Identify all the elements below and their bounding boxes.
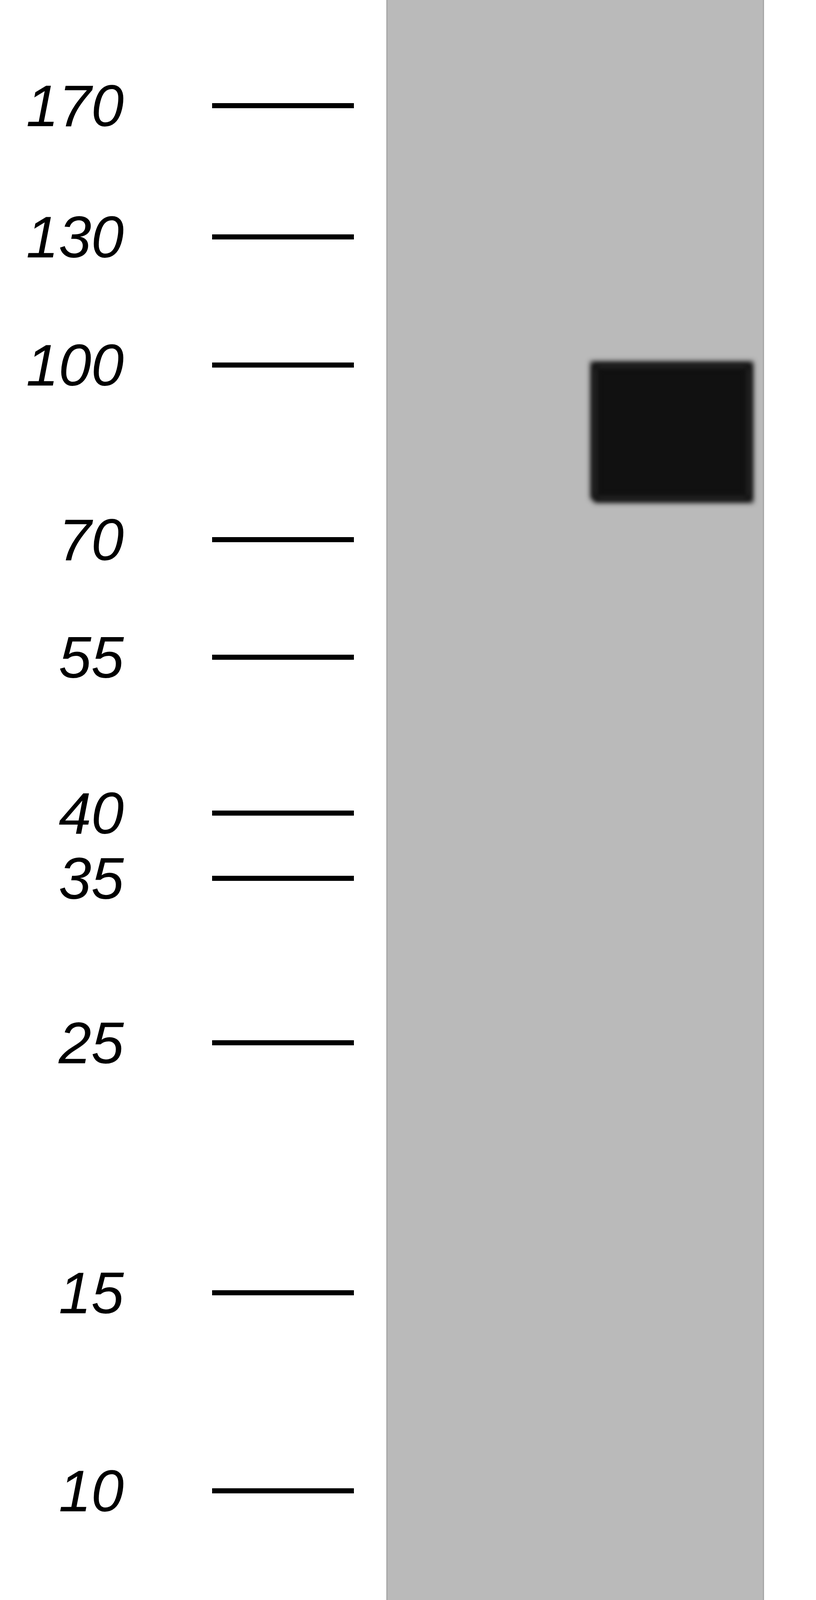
svg-text:130: 130	[26, 204, 124, 270]
svg-text:25: 25	[58, 1010, 124, 1076]
svg-text:70: 70	[58, 507, 124, 573]
svg-text:55: 55	[58, 624, 124, 691]
svg-text:15: 15	[58, 1260, 124, 1326]
svg-text:40: 40	[58, 780, 124, 847]
svg-text:10: 10	[58, 1458, 124, 1524]
svg-text:100: 100	[26, 332, 124, 399]
svg-text:170: 170	[26, 73, 124, 139]
svg-text:35: 35	[58, 845, 124, 912]
